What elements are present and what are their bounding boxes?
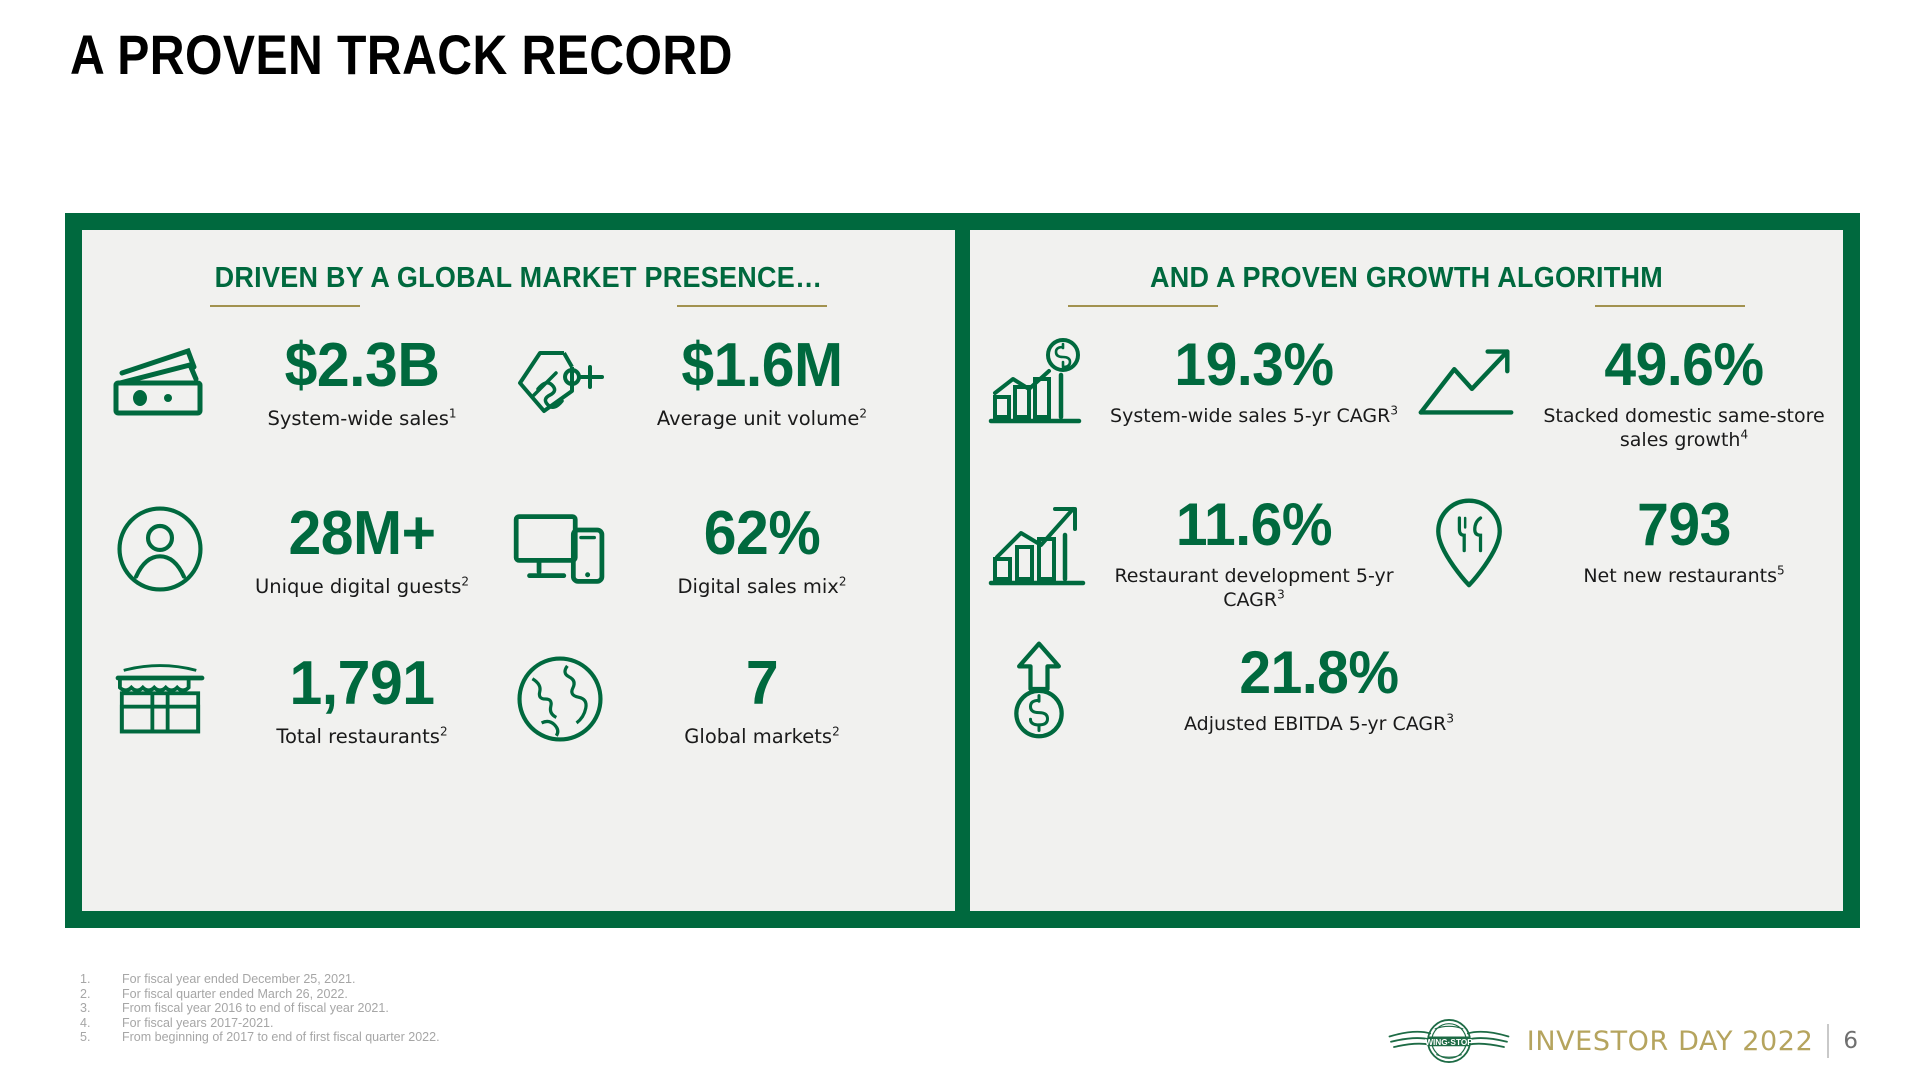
trend-arrow-up-icon [1410,335,1528,427]
dollar-arrow-up-icon [980,641,1098,739]
left-panel-heading: DRIVEN BY A GLOBAL MARKET PRESENCE… [214,262,823,294]
footnote-number: 3. [80,1001,91,1016]
metric-label: Digital sales mix2 [677,574,847,598]
bar-chart-arrow-icon [980,495,1098,587]
metric-label: Total restaurants2 [276,724,448,748]
metric-restaurant-development-cagr: 11.6% Restaurant development 5-yr CAGR3 [980,495,1410,612]
devices-icon [500,503,620,595]
price-tag-dollar-icon [500,335,620,427]
footnote-item: 2. For fiscal quarter ended March 26, 20… [80,987,440,1002]
user-circle-icon [100,503,220,595]
footer-event-label: INVESTOR DAY 2022 [1526,1025,1814,1057]
metric-system-wide-sales-cagr: 19.3% System-wide sales 5-yr CAGR3 [980,335,1410,428]
metric-label: System-wide sales 5-yr CAGR3 [1110,403,1398,427]
metric-digital-sales-mix: 62% Digital sales mix2 [500,503,900,599]
metric-label: System-wide sales1 [267,406,457,430]
page-number: 6 [1843,1028,1858,1054]
metric-system-wide-sales: $2.3B System-wide sales1 [100,335,500,431]
footnote-text: For fiscal year ended December 25, 2021. [122,972,356,986]
metric-value: 19.3% [1174,331,1334,398]
left-metric-grid: $2.3B System-wide sales1 [82,335,955,911]
heading-rule-right [1595,305,1745,307]
metric-value: 49.6% [1604,331,1764,398]
metric-net-new-restaurants: 793 Net new restaurants5 [1410,495,1840,588]
footnote-text: From beginning of 2017 to end of first f… [122,1030,440,1045]
metric-label: Unique digital guests2 [254,574,470,598]
panel-global-market-presence: DRIVEN BY A GLOBAL MARKET PRESENCE… [82,230,955,911]
footnote-number: 4. [80,1015,91,1030]
metric-label: Restaurant development 5-yr CAGR3 [1114,565,1394,611]
footnote-item: 3. From fiscal year 2016 to end of fisca… [80,1001,440,1016]
panel-growth-algorithm: AND A PROVEN GROWTH ALGORITHM [970,230,1843,911]
footnote-item: 1. For fiscal year ended December 25, 20… [80,972,440,987]
footnote-text: For fiscal quarter ended March 26, 2022. [122,986,348,1001]
metric-value: $1.6M [681,331,843,400]
metric-label: Stacked domestic same-store sales growth… [1543,405,1825,451]
metric-value: $2.3B [284,331,440,400]
metric-label: Net new restaurants5 [1583,563,1785,587]
footnote-item: 4. For fiscal years 2017-2021. [80,1016,440,1031]
footnote-number: 2. [80,986,91,1001]
wingstop-logo-icon: WING·STOP [1385,1012,1513,1070]
metric-total-restaurants: 1,791 Total restaurants2 [100,653,500,749]
metric-value: 21.8% [1239,639,1399,706]
heading-rule-left [210,305,360,307]
footnote-text: For fiscal years 2017-2021. [122,1015,274,1030]
cash-bills-icon [100,335,220,427]
right-panel-heading: AND A PROVEN GROWTH ALGORITHM [1149,262,1664,294]
metric-value: 11.6% [1175,491,1333,558]
footnote-number: 1. [80,972,91,986]
heading-rule-right [677,305,827,307]
metric-value: 28M+ [288,499,436,568]
metric-global-markets: 7 Global markets2 [500,653,900,749]
content-frame: DRIVEN BY A GLOBAL MARKET PRESENCE… [65,213,1860,928]
footnote-item: 5. From beginning of 2017 to end of firs… [80,1030,440,1045]
metric-label: Average unit volume2 [656,406,868,430]
footer-divider [1827,1024,1830,1058]
footnotes-list: 1. For fiscal year ended December 25, 20… [80,972,440,1045]
page-title: A PROVEN TRACK RECORD [70,23,733,86]
metric-adjusted-ebitda-cagr: 21.8% Adjusted EBITDA 5-yr CAGR3 [980,639,1540,739]
metric-label: Global markets2 [684,724,840,748]
globe-icon [500,653,620,745]
heading-rule-left [1068,305,1218,307]
metric-value: 7 [745,649,779,718]
slide-footer: WING·STOP INVESTOR DAY 2022 6 [1385,1012,1858,1070]
metric-stacked-same-store-growth: 49.6% Stacked domestic same-store sales … [1410,335,1840,452]
metric-value: 62% [703,499,821,568]
footnote-text: From fiscal year 2016 to end of fiscal y… [122,1001,389,1016]
right-metric-grid: 19.3% System-wide sales 5-yr CAGR3 [970,335,1843,911]
svg-text:WING·STOP: WING·STOP [1425,1038,1473,1047]
footnote-number: 5. [80,1030,91,1045]
map-pin-utensils-icon [1410,495,1528,588]
metric-value: 1,791 [289,649,435,718]
metric-value: 793 [1637,491,1731,558]
metric-label: Adjusted EBITDA 5-yr CAGR3 [1184,711,1454,735]
bar-chart-dollar-icon [980,335,1098,427]
metric-average-unit-volume: $1.6M Average unit volume2 [500,335,900,431]
storefront-icon [100,653,220,745]
metric-unique-digital-guests: 28M+ Unique digital guests2 [100,503,500,599]
